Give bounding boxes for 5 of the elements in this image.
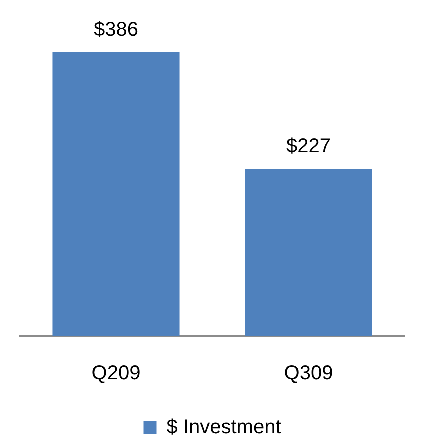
data-label: $227 (286, 136, 331, 158)
legend-label: $ Investment (166, 416, 282, 439)
x-tick-label: Q209 (92, 362, 141, 385)
data-label: $386 (94, 18, 138, 41)
x-tick-label: Q309 (284, 362, 334, 385)
